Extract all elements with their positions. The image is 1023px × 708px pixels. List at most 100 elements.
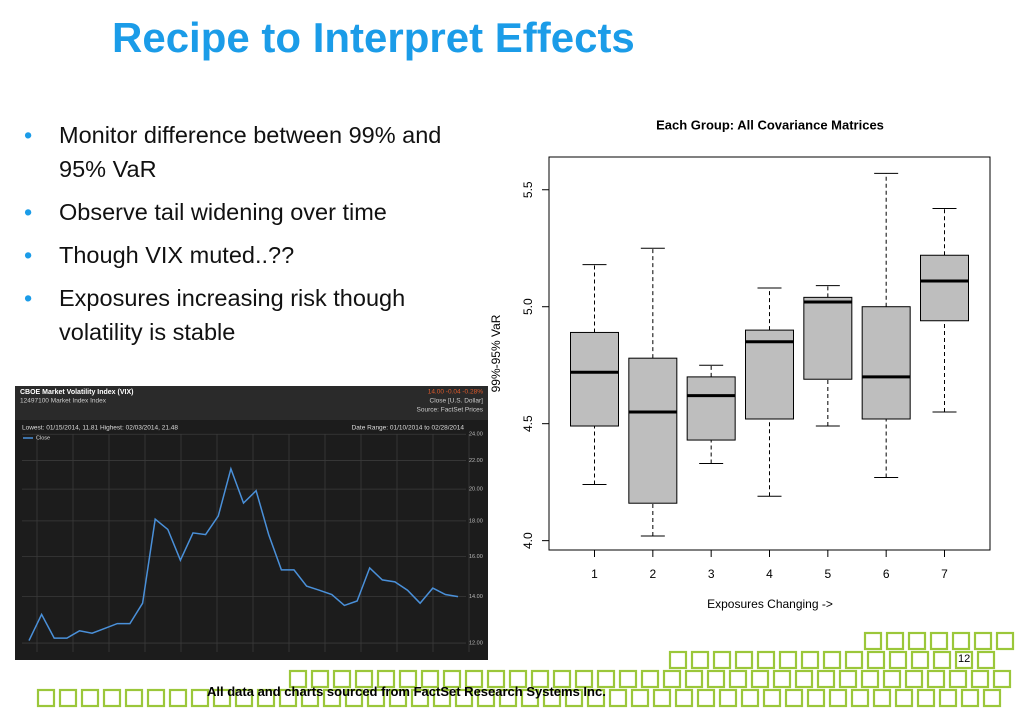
deco-square xyxy=(838,669,858,689)
annotation: Close [U.S. Dollar] xyxy=(430,398,484,405)
deco-square xyxy=(929,631,949,651)
deco-square xyxy=(332,669,352,689)
box xyxy=(628,357,678,504)
annotation: Date Range: 01/10/2014 to 02/28/2014 xyxy=(352,425,465,432)
box xyxy=(920,254,969,322)
y-tick-label: 4.5 xyxy=(521,415,535,432)
deco-square xyxy=(951,631,971,651)
deco-square xyxy=(212,688,232,708)
deco-square xyxy=(410,688,430,708)
deco-square xyxy=(552,669,572,689)
deco-square xyxy=(885,631,905,651)
deco-square xyxy=(58,688,78,708)
legend-label: Close xyxy=(36,435,50,441)
bullet: Observe tail widening over time xyxy=(24,195,454,229)
deco-square xyxy=(442,669,462,689)
x-tick-label: 4 xyxy=(766,567,773,581)
deco-square xyxy=(816,669,836,689)
deco-square xyxy=(910,650,930,670)
deco-square xyxy=(973,631,993,651)
deco-square xyxy=(995,631,1015,651)
deco-square xyxy=(828,688,848,708)
deco-square xyxy=(756,650,776,670)
deco-square xyxy=(388,688,408,708)
deco-square xyxy=(354,669,374,689)
x-tick-label: 3 xyxy=(708,567,715,581)
deco-square xyxy=(712,650,732,670)
panel-header xyxy=(15,386,488,420)
deco-square xyxy=(234,688,254,708)
box xyxy=(570,331,619,427)
panel xyxy=(15,386,488,660)
deco-square xyxy=(486,669,506,689)
deco-square xyxy=(322,688,342,708)
chart-subtitle: 12497100 Market Index Index xyxy=(20,398,107,405)
y-tick-label: 18.00 xyxy=(469,518,483,524)
deco-square xyxy=(728,669,748,689)
deco-square xyxy=(734,650,754,670)
deco-square xyxy=(36,688,56,708)
deco-square xyxy=(904,669,924,689)
deco-square xyxy=(882,669,902,689)
series-line xyxy=(28,466,459,641)
deco-square xyxy=(992,669,1012,689)
deco-square xyxy=(888,650,908,670)
deco-square xyxy=(652,688,672,708)
deco-square xyxy=(256,688,276,708)
deco-square xyxy=(102,688,122,708)
deco-square xyxy=(278,688,298,708)
bullet: Though VIX muted..?? xyxy=(24,238,454,272)
deco-square xyxy=(300,688,320,708)
box xyxy=(861,306,911,420)
deco-square xyxy=(894,688,914,708)
annotation: 14.00 -0.04 -0.28% xyxy=(428,389,484,396)
deco-square xyxy=(498,688,518,708)
annotation: Lowest: 01/15/2014, 11.81 Highest: 02/03… xyxy=(22,425,178,432)
x-tick-label: 2 xyxy=(649,567,656,581)
deco-square xyxy=(954,650,974,670)
deco-square xyxy=(690,650,710,670)
deco-square xyxy=(608,688,628,708)
bullet-list: Monitor difference between 99% and 95% V… xyxy=(24,118,454,358)
x-tick-label: 1 xyxy=(591,567,598,581)
deco-square xyxy=(960,688,980,708)
deco-square xyxy=(932,650,952,670)
deco-square xyxy=(432,688,452,708)
deco-square xyxy=(718,688,738,708)
bullet: Exposures increasing risk though volatil… xyxy=(24,281,454,349)
deco-square xyxy=(948,669,968,689)
deco-square xyxy=(806,688,826,708)
page-number: 12 xyxy=(958,653,971,665)
y-axis-label: 99%-95% VaR xyxy=(489,314,503,392)
deco-square xyxy=(794,669,814,689)
deco-square xyxy=(124,688,144,708)
deco-square xyxy=(976,650,996,670)
x-tick-label: 7 xyxy=(941,567,948,581)
deco-square xyxy=(476,688,496,708)
deco-square xyxy=(982,688,1002,708)
y-tick-label: 12.00 xyxy=(469,641,483,647)
slide-title: Recipe to Interpret Effects xyxy=(112,14,635,61)
deco-square xyxy=(168,688,188,708)
deco-square xyxy=(80,688,100,708)
x-tick-label: 5 xyxy=(824,567,831,581)
deco-square xyxy=(520,688,540,708)
x-tick-label: 6 xyxy=(883,567,890,581)
deco-square xyxy=(630,688,650,708)
deco-square xyxy=(863,631,883,651)
deco-square xyxy=(420,669,440,689)
deco-square xyxy=(288,669,308,689)
deco-square xyxy=(850,688,870,708)
deco-square xyxy=(454,688,474,708)
deco-square xyxy=(564,688,584,708)
deco-square xyxy=(530,669,550,689)
y-tick-label: 22.00 xyxy=(469,458,483,464)
deco-square xyxy=(618,669,638,689)
deco-square xyxy=(926,669,946,689)
deco-square xyxy=(376,669,396,689)
deco-square xyxy=(662,669,682,689)
deco-square xyxy=(586,688,606,708)
deco-square xyxy=(542,688,562,708)
